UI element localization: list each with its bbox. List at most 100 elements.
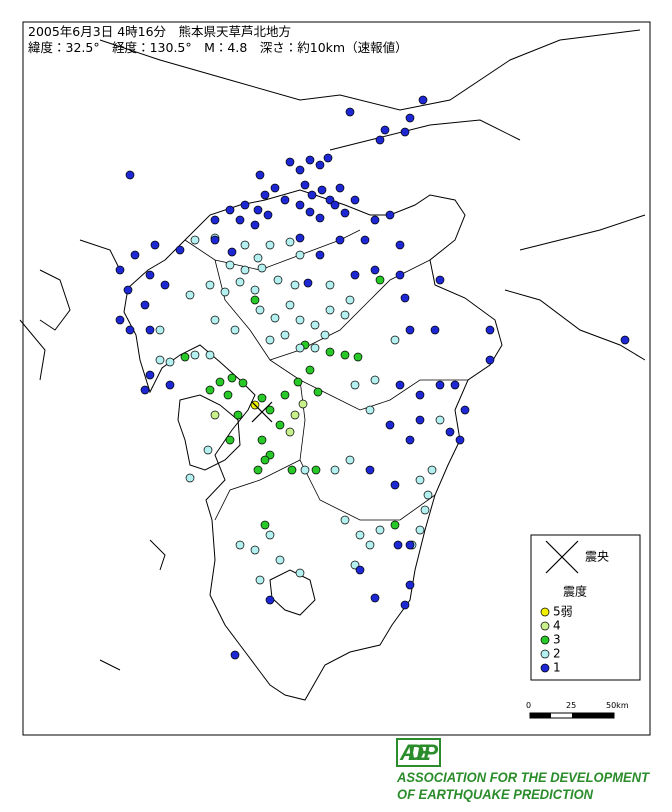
station-marker xyxy=(353,352,363,362)
legend-label: 5弱 xyxy=(553,605,573,619)
station-marker xyxy=(227,247,237,257)
station-marker xyxy=(325,305,335,315)
scale-label: 50km xyxy=(606,701,629,710)
station-marker xyxy=(233,410,243,420)
station-marker xyxy=(311,465,321,475)
station-marker xyxy=(140,300,150,310)
station-marker xyxy=(265,405,275,415)
station-marker xyxy=(165,357,175,367)
station-marker xyxy=(238,378,248,388)
station-marker xyxy=(405,540,415,550)
legend-swatch xyxy=(540,621,550,631)
station-marker xyxy=(235,540,245,550)
logo-line2: OF EARTHQUAKE PREDICTION xyxy=(397,786,594,802)
station-marker xyxy=(355,530,365,540)
station-marker xyxy=(227,373,237,383)
station-marker xyxy=(360,235,370,245)
legend-label: 2 xyxy=(553,647,561,661)
station-marker xyxy=(405,113,415,123)
station-marker xyxy=(280,390,290,400)
station-marker xyxy=(305,155,315,165)
station-marker xyxy=(335,183,345,193)
station-marker xyxy=(155,355,165,365)
station-marker xyxy=(323,153,333,163)
station-marker xyxy=(370,215,380,225)
station-marker xyxy=(315,160,325,170)
station-marker xyxy=(435,380,445,390)
station-marker xyxy=(175,245,185,255)
station-marker xyxy=(305,207,315,217)
station-marker xyxy=(190,350,200,360)
scale-label: 25 xyxy=(566,701,576,710)
station-marker xyxy=(330,200,340,210)
station-marker xyxy=(290,280,300,290)
station-marker xyxy=(450,380,460,390)
station-marker xyxy=(455,435,465,445)
station-marker xyxy=(300,180,310,190)
station-marker xyxy=(335,235,345,245)
station-marker xyxy=(203,445,213,455)
station-marker xyxy=(255,575,265,585)
station-marker xyxy=(257,393,267,403)
station-marker xyxy=(307,190,317,200)
station-marker xyxy=(275,420,285,430)
station-marker xyxy=(427,465,437,475)
station-marker xyxy=(257,263,267,273)
station-marker xyxy=(215,377,225,387)
station-marker xyxy=(123,285,133,295)
station-marker xyxy=(435,415,445,425)
station-marker xyxy=(130,250,140,260)
station-marker xyxy=(255,305,265,315)
station-marker xyxy=(290,410,300,420)
station-marker xyxy=(330,465,340,475)
station-marker xyxy=(125,170,135,180)
legend-epicenter-icon xyxy=(545,540,579,574)
station-marker xyxy=(225,260,235,270)
station-marker xyxy=(270,183,280,193)
station-marker xyxy=(260,190,270,200)
station-marker xyxy=(430,325,440,335)
station-marker xyxy=(155,325,165,335)
station-marker xyxy=(145,370,155,380)
station-marker xyxy=(375,135,385,145)
station-marker xyxy=(250,295,260,305)
station-marker xyxy=(210,235,220,245)
epicenter-mark xyxy=(251,401,273,423)
station-marker xyxy=(285,237,295,247)
legend-intensity-title: 震度 xyxy=(563,585,587,599)
station-marker xyxy=(250,285,260,295)
station-marker xyxy=(395,240,405,250)
station-marker xyxy=(240,265,250,275)
station-marker xyxy=(275,555,285,565)
station-marker xyxy=(340,208,350,218)
station-marker xyxy=(400,600,410,610)
station-marker xyxy=(145,325,155,335)
header-line2: 緯度：32.5° 経度：130.5° M：4.8 深さ：約10km（速報値） xyxy=(28,40,408,55)
station-marker xyxy=(418,95,428,105)
station-marker xyxy=(315,213,325,223)
legend-label: 1 xyxy=(553,661,561,675)
station-marker xyxy=(253,205,263,215)
station-marker xyxy=(263,210,273,220)
legend-label: 3 xyxy=(553,633,561,647)
station-marker xyxy=(125,325,135,335)
station-marker xyxy=(415,415,425,425)
scale-bar xyxy=(529,712,615,719)
station-marker xyxy=(260,520,270,530)
station-marker xyxy=(150,240,160,250)
station-marker xyxy=(370,593,380,603)
station-marker xyxy=(300,465,310,475)
station-marker xyxy=(380,125,390,135)
station-marker xyxy=(255,170,265,180)
station-marker xyxy=(400,293,410,303)
station-marker xyxy=(210,410,220,420)
station-marker xyxy=(315,250,325,260)
station-marker xyxy=(313,387,323,397)
station-marker xyxy=(287,465,297,475)
station-marker xyxy=(220,287,230,297)
station-marker xyxy=(115,265,125,275)
station-marker xyxy=(405,325,415,335)
station-marker xyxy=(423,490,433,500)
